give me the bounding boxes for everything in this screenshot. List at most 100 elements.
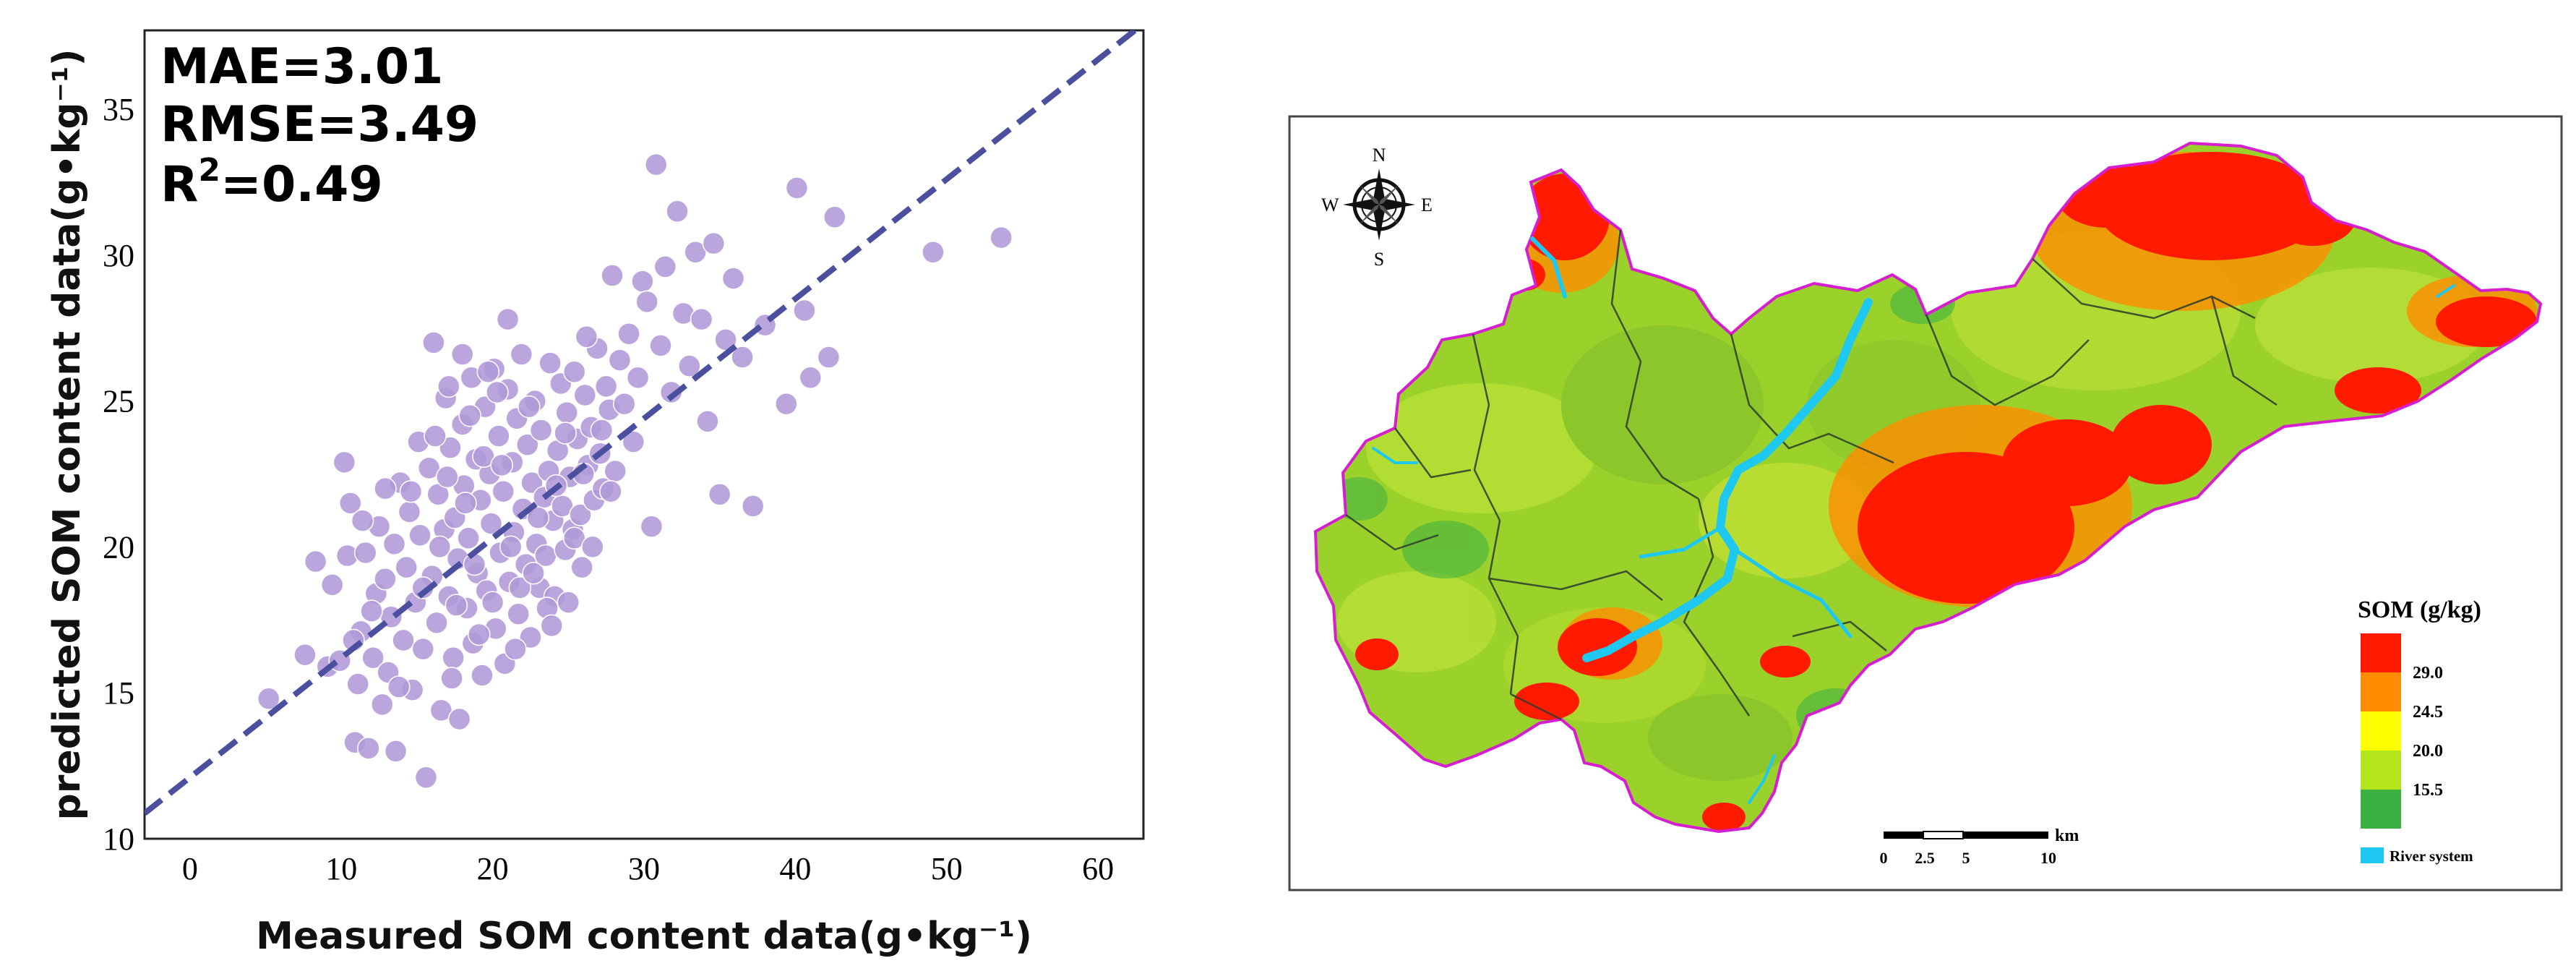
scatter-point [518,395,541,419]
scatter-point [491,479,515,503]
scatter-point [357,737,380,760]
compass-point-se [1379,205,1399,225]
scatter-point [351,509,374,532]
scatter-point [428,535,452,559]
scatter-point [540,614,564,638]
scatter-point [653,255,677,278]
plot-frame [143,29,1145,840]
y-tick-label: 35 [103,92,134,127]
river-branch [1748,754,1776,804]
legend-swatches [2361,633,2401,829]
legend-break-labels: 29.0 24.5 20.0 15.5 [2413,664,2443,800]
compass-label-w: W [1321,194,1339,215]
scatter-point [696,410,719,433]
scatter-point [649,334,672,357]
river-branch [2436,284,2455,298]
scatter-point [463,552,486,576]
scale-label: 5 [1962,849,1970,867]
y-tick-label: 25 [103,384,134,419]
scatter-point [793,299,816,322]
y-axis-ticks: 10 15 20 25 30 35 [103,92,134,857]
scatter-point [562,360,586,383]
scatter-point [626,366,650,390]
scatter-point [666,200,689,223]
scatter-point [742,495,765,518]
scatter-point [481,591,505,614]
main-river [1582,298,1873,662]
scatter-point [989,226,1013,249]
legend-river-swatch [2361,847,2384,863]
scale-unit: km [2055,826,2079,845]
x-axis-ticks: 0 10 20 30 40 50 60 [182,851,1114,886]
scatter-point [817,346,841,369]
scatter-point [570,555,593,579]
y-axis-title: predicted SOM content data(g•kg⁻¹) [46,49,89,821]
compass-label-n: N [1373,145,1386,166]
river-branch [1639,526,1722,559]
scale-labels: 0 2.5 5 10 [1880,849,2057,867]
scatter-point [360,599,383,623]
scatter-point [590,419,614,442]
scatter-point [387,675,411,698]
scatter-point [293,643,317,667]
scatter-point [374,476,397,500]
scatter-point [472,445,495,469]
scatter-point [613,392,636,416]
scatter-point [581,535,604,559]
scatter-point [575,325,598,349]
scatter-point [442,646,465,670]
admin-boundaries [1345,229,2277,721]
scatter-point [601,264,624,287]
x-tick-label: 30 [628,851,660,886]
river-branch [1733,547,1852,638]
scatter-point [510,343,533,366]
scatter-point [490,453,513,477]
stat-r2: R2=0.49 [160,152,383,213]
river-branch [1530,236,1567,299]
scatter-point [721,267,745,290]
som-map: N S E W km 0 2.5 5 10 SOM (g/kg) 29.0 24.5 20… [1288,115,2563,892]
scale-label: 0 [1880,849,1888,867]
compass-icon: N S E W [1321,145,1433,270]
scatter-point [922,240,945,264]
compass-point-e [1379,199,1415,210]
scatter-point [445,594,468,617]
scale-seg-1 [1884,831,1923,839]
scatter-point [458,404,481,427]
scale-seg-3 [1963,831,2048,839]
scatter-point [304,550,327,573]
river-system [1372,236,2455,804]
scatter-point [425,611,448,635]
scatter-plot: 0 10 20 30 40 50 60 10 15 20 25 30 35 MAE=3.01 RMSE… [46,29,1145,958]
compass-point-s [1373,205,1385,241]
scatter-point [516,433,539,456]
scatter-point [440,667,463,690]
scatter-point [361,646,385,670]
scatter-point [538,351,562,375]
stat-r2-base: R [160,156,198,213]
legend-swatch [2361,751,2401,790]
legend-swatch [2361,672,2401,711]
compass-point-n [1373,168,1385,205]
scatter-point [408,523,432,547]
scatter-point [476,360,500,383]
scatter-point [529,419,553,442]
scatter-point [499,535,523,559]
scatter-point [374,568,397,591]
legend-break-label: 29.0 [2413,664,2443,683]
legend-break-label: 15.5 [2413,781,2443,800]
scatter-point [554,422,577,445]
scatter-point [486,380,509,404]
scatter-point [526,506,550,529]
x-tick-label: 40 [779,851,811,886]
scatter-point [457,526,480,550]
legend-swatch [2361,790,2401,829]
compass-point-w [1343,199,1379,210]
scatter-point [395,555,418,579]
legend-swatch [2361,711,2401,751]
scatter-point [785,176,809,200]
x-tick-label: 10 [325,851,357,886]
compass-label-s: S [1374,249,1384,270]
scale-label: 10 [2040,849,2056,867]
